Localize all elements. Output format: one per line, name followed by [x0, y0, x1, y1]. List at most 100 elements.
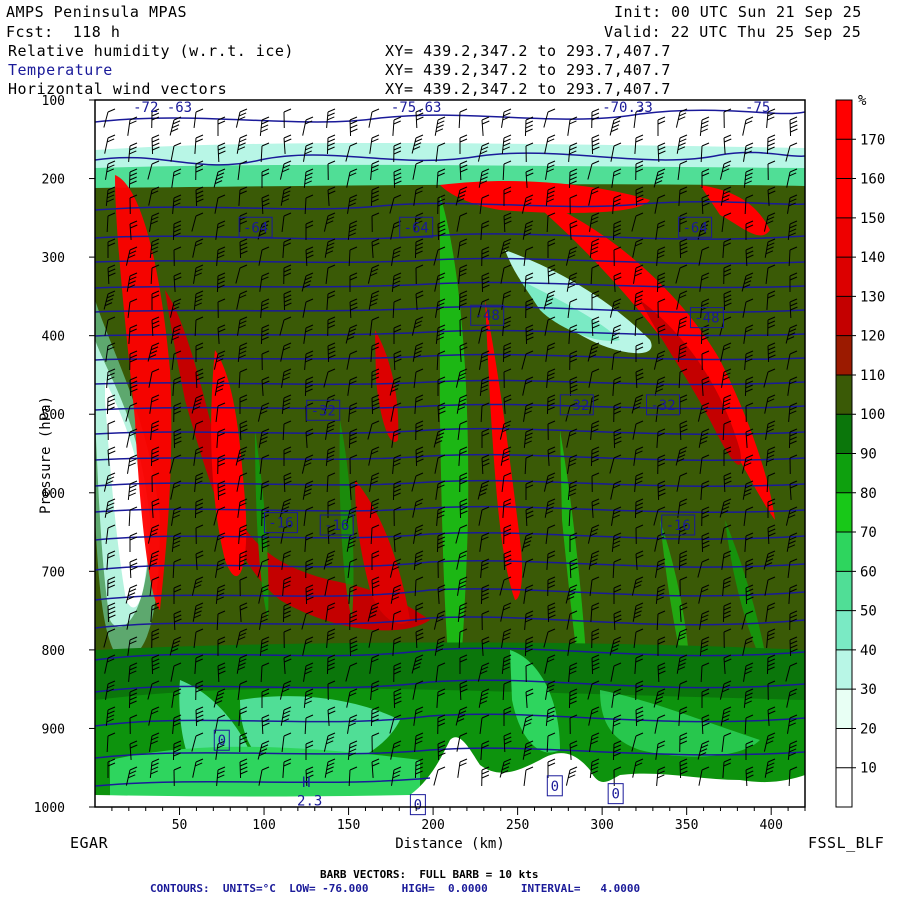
wind-barb [415, 602, 424, 622]
wind-barb [676, 472, 688, 492]
wind-barb [127, 454, 138, 474]
wind-barb [239, 576, 248, 597]
wind-barb [283, 446, 292, 466]
wind-barb [481, 246, 490, 267]
wind-barb [634, 134, 644, 154]
wind-barb [499, 420, 512, 440]
wind-barb [411, 654, 424, 674]
wind-barb [370, 160, 380, 180]
wind-barb [500, 602, 512, 622]
wind-barb [304, 714, 314, 735]
wind-barb [173, 402, 182, 423]
wind-barb [194, 498, 204, 519]
wind-barb [457, 238, 468, 258]
wind-barb [217, 116, 226, 136]
field-temp-label: Temperature [8, 61, 113, 79]
wind-barb [546, 368, 556, 388]
wind-barb [455, 524, 468, 544]
wind-barb [741, 454, 754, 474]
wind-barb [304, 376, 314, 397]
wind-barb [635, 342, 644, 362]
wind-barb [367, 602, 380, 622]
wind-barb [103, 628, 116, 648]
wind-barb [148, 186, 160, 206]
wind-barb [368, 446, 380, 466]
wind-barb [169, 636, 182, 656]
wind-barb [654, 194, 666, 214]
wind-barb [148, 368, 160, 388]
wind-barb [283, 108, 292, 129]
wind-barb [367, 420, 380, 440]
temp-label: -32 [311, 403, 336, 419]
wind-barb [303, 324, 314, 344]
wind-barb [327, 316, 336, 337]
wind-barb [720, 706, 732, 726]
wind-barb [721, 212, 732, 232]
wind-barb [349, 272, 358, 292]
colorbar-label: 120 [860, 329, 885, 345]
wind-barb [414, 758, 424, 779]
colorbar-label: 100 [860, 407, 885, 423]
temp-label: -32 [564, 398, 589, 414]
wind-barb [172, 714, 182, 734]
wind-barb [107, 576, 116, 597]
wind-barb [326, 290, 336, 310]
wind-barb [787, 558, 798, 578]
wind-barb [389, 714, 402, 734]
field-rh-label: Relative humidity (w.r.t. ice) [8, 42, 294, 60]
wind-barb [631, 394, 644, 414]
wind-barb [147, 524, 160, 544]
wind-barb [631, 732, 644, 752]
wind-barb [151, 290, 160, 310]
forecast-hour: Fcst: 118 h [6, 23, 121, 41]
wind-barb [258, 246, 270, 266]
wind-barb [675, 108, 688, 128]
wind-barb [434, 272, 446, 292]
colorbar-swatch [836, 296, 852, 336]
barb-note: BARB VECTORS: FULL BARB = 10 kts [320, 868, 539, 881]
wind-barb [239, 420, 248, 441]
temp-label-box [319, 514, 354, 536]
temp-label: -16 [324, 518, 349, 534]
temperature-labels: -64 -64 -64 -48 -48 -32 -32 -32 -16 -16 -16 0 0 0 0 -72… [133, 100, 770, 816]
wind-barb [193, 264, 204, 284]
wind-barb [326, 108, 336, 128]
wind-barb [481, 610, 490, 631]
wind-barb [280, 186, 292, 206]
wind-barb [721, 394, 732, 414]
wind-barb [546, 212, 556, 233]
wind-barb [260, 298, 270, 318]
wind-barb [786, 168, 798, 188]
wind-barb [258, 428, 270, 448]
wind-barb [503, 212, 512, 233]
wind-barb [391, 610, 402, 630]
wind-barb [745, 402, 754, 423]
wind-barb [543, 472, 556, 492]
wind-barb [347, 558, 358, 578]
colorbar-swatch [836, 414, 852, 454]
wind-barb [283, 628, 292, 649]
wind-barb [698, 428, 710, 448]
wind-barb [261, 350, 270, 371]
wind-barb [281, 212, 292, 232]
wind-barb [677, 316, 688, 336]
y-axis-title: Pressure (hPa) [38, 396, 54, 514]
wind-barb [238, 186, 248, 206]
wind-barb [699, 272, 710, 292]
wind-barb [679, 758, 688, 779]
wind-barb [257, 558, 270, 578]
wind-barb [743, 324, 754, 344]
wind-barb [633, 108, 644, 128]
y-tick-label: 400 [42, 330, 65, 345]
wind-barb [458, 446, 468, 466]
wind-barb [127, 636, 138, 656]
wind-barb [128, 506, 138, 527]
wind-barb [587, 680, 600, 700]
wind-barb [258, 766, 270, 786]
wind-barb [345, 506, 358, 526]
wind-barb [128, 142, 138, 162]
wind-barb [349, 610, 358, 631]
wind-barb [392, 454, 402, 474]
wind-barb [613, 272, 622, 292]
wind-barb [413, 368, 424, 388]
